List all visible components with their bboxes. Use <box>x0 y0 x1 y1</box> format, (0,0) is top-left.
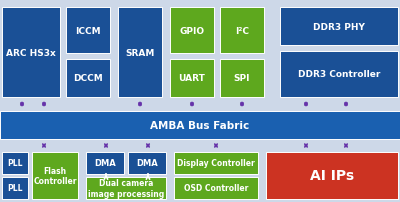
Bar <box>66 60 110 98</box>
Text: DCCM: DCCM <box>73 74 103 83</box>
Text: AI IPs: AI IPs <box>310 169 354 183</box>
Text: OSD Controller: OSD Controller <box>184 184 248 193</box>
Bar <box>2 152 28 174</box>
Text: PLL: PLL <box>7 159 23 168</box>
Text: Dual camera
image processing: Dual camera image processing <box>88 178 164 198</box>
Bar <box>118 8 162 98</box>
Bar <box>174 152 258 174</box>
Text: GPIO: GPIO <box>180 26 204 35</box>
Text: DMA: DMA <box>136 159 158 168</box>
Bar <box>170 60 214 98</box>
Text: AMBA Bus Fabric: AMBA Bus Fabric <box>150 120 250 130</box>
Text: Display Controller: Display Controller <box>177 159 255 168</box>
Text: DMA: DMA <box>94 159 116 168</box>
Bar <box>220 8 264 54</box>
Bar <box>266 152 398 199</box>
Text: SPI: SPI <box>234 74 250 83</box>
Bar <box>86 177 166 199</box>
Bar <box>128 152 166 174</box>
Text: ARC HS3x: ARC HS3x <box>6 48 56 57</box>
Bar <box>86 152 124 174</box>
Text: UART: UART <box>178 74 206 83</box>
Bar <box>0 100 400 109</box>
Bar <box>2 8 60 98</box>
Text: ICCM: ICCM <box>75 26 101 35</box>
Bar <box>280 52 398 98</box>
Bar <box>32 152 78 199</box>
Bar <box>170 8 214 54</box>
Bar <box>0 112 400 139</box>
Text: I²C: I²C <box>235 26 249 35</box>
Bar <box>0 141 400 151</box>
Bar <box>280 8 398 46</box>
Bar <box>2 177 28 199</box>
Bar <box>220 60 264 98</box>
Bar <box>66 8 110 54</box>
Bar <box>174 177 258 199</box>
Text: DDR3 Controller: DDR3 Controller <box>298 70 380 79</box>
Text: PLL: PLL <box>7 184 23 193</box>
Text: Flash
Controller: Flash Controller <box>33 166 77 185</box>
Text: SRAM: SRAM <box>125 48 155 57</box>
Text: DDR3 PHY: DDR3 PHY <box>313 22 365 31</box>
